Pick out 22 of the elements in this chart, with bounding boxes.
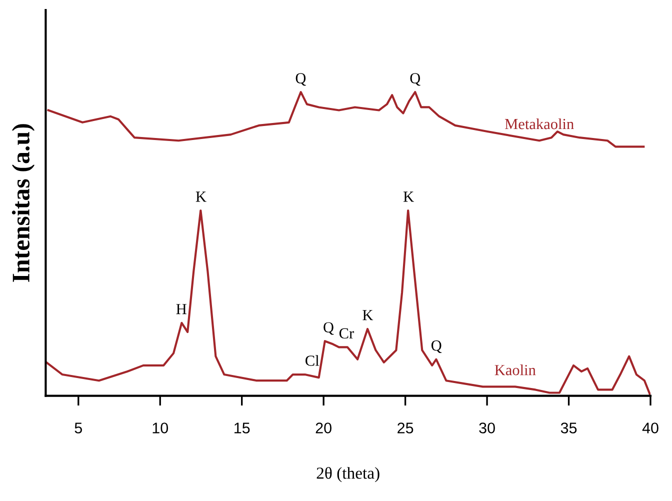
x-tick-label: 15 bbox=[234, 422, 250, 434]
x-tick-label: 25 bbox=[398, 422, 414, 434]
annotation: Q bbox=[324, 322, 334, 335]
annotation: K bbox=[196, 192, 206, 202]
series-label: Metakaolin bbox=[504, 118, 574, 130]
annotation: K bbox=[404, 192, 414, 202]
annotation: H bbox=[176, 304, 186, 314]
x-tick-label: 10 bbox=[152, 422, 168, 434]
annotation: Cr bbox=[339, 328, 354, 339]
series-label: Kaolin bbox=[494, 364, 536, 376]
x-tick-label: 5 bbox=[74, 422, 82, 434]
x-tick-label: 40 bbox=[642, 422, 658, 434]
annotation: Q bbox=[296, 73, 306, 86]
y-axis-title: Intensitas (a.u) bbox=[12, 124, 35, 282]
annotation: Q bbox=[431, 340, 442, 354]
annotation: Q bbox=[410, 73, 420, 86]
x-axis-title: 2θ (theta) bbox=[316, 466, 380, 482]
annotation: Cl bbox=[306, 355, 320, 366]
x-tick-label: 30 bbox=[479, 422, 495, 434]
x-tick-label: 20 bbox=[316, 422, 332, 434]
annotation: K bbox=[362, 310, 374, 320]
x-tick-label: 35 bbox=[560, 422, 577, 434]
